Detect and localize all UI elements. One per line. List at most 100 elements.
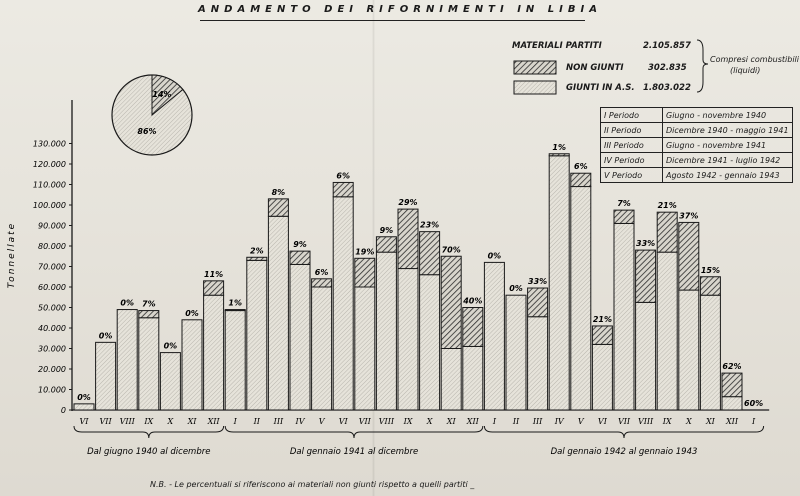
bar-giunti: [483, 261, 505, 411]
bar-non-giunti: [548, 153, 570, 157]
legend-bracket: [696, 39, 709, 93]
bar-non-giunti: [246, 256, 268, 261]
pct-label: 21%: [593, 315, 612, 324]
group-label: Dal gennaio 1941 al dicembre: [290, 447, 418, 457]
bar-giunti: [354, 286, 376, 411]
bracket-note-2: (liquidi): [730, 66, 761, 75]
page-fold: [372, 0, 375, 496]
bar-non-giunti: [354, 257, 376, 288]
period-range: Agosto 1942 - gennaio 1943: [662, 167, 793, 183]
pct-label: 33%: [528, 277, 547, 286]
period-roman: V: [604, 170, 610, 180]
bar-giunti: [159, 352, 181, 411]
pct-label: 6%: [336, 171, 350, 180]
period-label: Periodo: [608, 110, 640, 120]
x-tick-label: VII: [359, 417, 372, 426]
bar-giunti: [138, 317, 160, 411]
bar-non-giunti: [397, 208, 419, 270]
x-tick-label: VI: [339, 417, 349, 426]
x-tick-label: VIII: [120, 417, 136, 426]
legend-materiali-value: 2.105.857: [643, 41, 691, 51]
bar-giunti: [656, 251, 678, 411]
pct-label: 1%: [228, 299, 242, 308]
bar-giunti: [570, 186, 592, 411]
x-tick-label: XII: [207, 417, 221, 426]
bar-giunti: [224, 310, 246, 411]
bar-non-giunti: [267, 198, 289, 217]
pie-slice-non-giunti: [151, 74, 184, 117]
pct-label: 8%: [272, 188, 286, 197]
bar-non-giunti: [527, 287, 549, 318]
bar-giunti: [203, 294, 225, 411]
y-tick-label: 0: [61, 406, 66, 415]
bar-non-giunti: [311, 278, 333, 288]
x-tick-label: IX: [403, 417, 413, 426]
bar-non-giunti: [138, 310, 160, 319]
bar-giunti: [678, 289, 700, 411]
period-range: Dicembre 1940 - maggio 1941: [662, 122, 793, 138]
x-tick-label: I: [751, 417, 756, 426]
bar-giunti: [721, 396, 743, 411]
pie-large-label: 86%: [137, 127, 156, 136]
y-tick-label: 50.000: [38, 304, 66, 313]
y-tick-label: 10.000: [38, 386, 66, 395]
bar-non-giunti: [721, 372, 743, 398]
bar-non-giunti: [419, 231, 441, 276]
period-label: Periodo: [613, 140, 644, 150]
legend-giunti-value: 1.803.022: [643, 83, 691, 93]
bar-non-giunti: [635, 249, 657, 303]
period-label: Periodo: [612, 170, 643, 180]
bar-non-giunti: [656, 211, 678, 253]
pct-label: 23%: [420, 221, 439, 230]
x-tick-label: IX: [662, 417, 672, 426]
bar-giunti: [699, 294, 721, 411]
bar-giunti: [375, 251, 397, 411]
x-tick-label: VIII: [638, 417, 654, 426]
period-range: Giugno - novembre 1940: [662, 107, 793, 123]
bar-non-giunti: [224, 309, 246, 312]
period-row: I Periodo Giugno - novembre 1940: [600, 107, 793, 123]
pct-label: 9%: [293, 240, 307, 249]
bar-non-giunti: [678, 221, 700, 291]
y-tick-label: 130.000: [33, 140, 66, 149]
y-tick-label: 110.000: [33, 181, 66, 190]
x-tick-label: VI: [80, 417, 90, 426]
x-tick-label: IX: [143, 417, 153, 426]
group-label: Dal gennaio 1942 al gennaio 1943: [551, 447, 698, 457]
y-tick-label: 20.000: [38, 365, 66, 374]
period-range: Dicembre 1941 - luglio 1942: [662, 152, 793, 168]
x-tick-label: VII: [618, 417, 631, 426]
x-tick-label: X: [685, 417, 692, 426]
pct-label: 0%: [77, 393, 91, 402]
x-tick-label: I: [492, 417, 497, 426]
bar-giunti: [246, 259, 268, 411]
legend-nongiunti-label: NON GIUNTI: [566, 63, 624, 73]
pct-label: 0%: [120, 299, 134, 308]
bar-giunti: [635, 301, 657, 411]
x-tick-label: X: [426, 417, 433, 426]
bar-giunti: [505, 294, 527, 411]
x-tick-label: XII: [466, 417, 480, 426]
y-tick-label: 80.000: [38, 242, 66, 251]
bar-giunti: [440, 348, 462, 411]
bar-giunti: [289, 263, 311, 411]
group-label: Dal giugno 1940 al dicembre: [87, 447, 210, 457]
y-tick-label: 120.000: [33, 160, 66, 169]
pct-label: 7%: [142, 300, 156, 309]
bar-giunti: [462, 345, 484, 411]
pct-label: 21%: [658, 201, 677, 210]
bar-giunti: [95, 341, 117, 411]
chart-title: ANDAMENTO DEI RIFORNIMENTI IN LIBIA: [198, 4, 602, 15]
bar-non-giunti: [613, 209, 635, 224]
bracket-note-1: Compresi combustibili: [710, 55, 800, 64]
period-label: Periodo: [614, 155, 645, 165]
legend-swatch-giunti: [513, 80, 557, 95]
bar-giunti: [548, 155, 570, 411]
period-row: IV Periodo Dicembre 1941 - luglio 1942: [600, 152, 793, 168]
bar-giunti: [73, 403, 95, 411]
x-tick-label: VIII: [379, 417, 395, 426]
x-tick-label: XI: [705, 417, 716, 426]
y-axis-label: Tonnellate: [7, 222, 17, 288]
pct-label: 6%: [574, 162, 588, 171]
x-tick-label: XI: [446, 417, 457, 426]
